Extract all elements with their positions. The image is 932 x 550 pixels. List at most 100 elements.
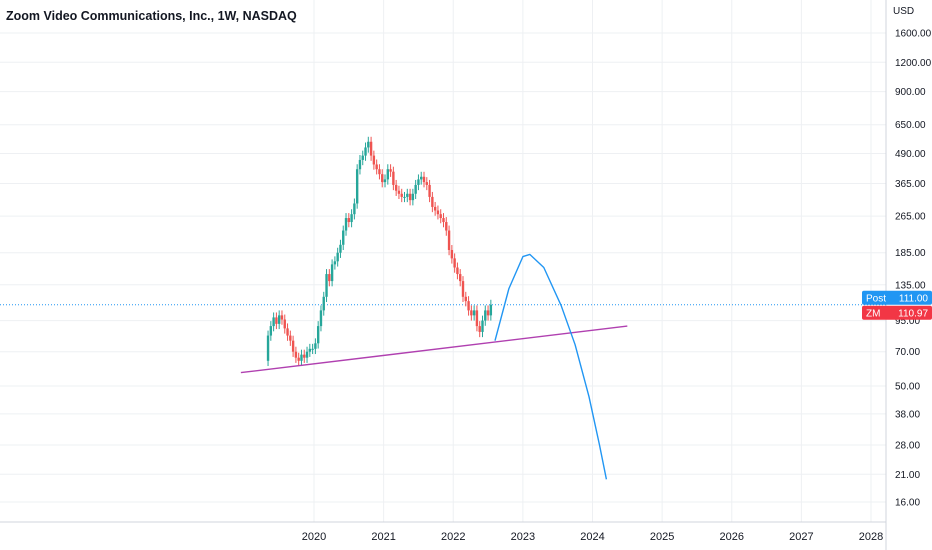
candle-body bbox=[484, 310, 487, 321]
candle-body bbox=[461, 281, 465, 297]
x-tick-label: 2022 bbox=[441, 531, 465, 543]
x-tick-label: 2020 bbox=[302, 531, 326, 543]
candle-body bbox=[311, 348, 314, 350]
candle-body bbox=[475, 310, 479, 327]
price-label-value: 111.00 bbox=[899, 294, 929, 305]
x-tick-label: 2021 bbox=[371, 531, 395, 543]
candle-body bbox=[439, 214, 442, 219]
projection-arc[interactable] bbox=[494, 253, 608, 480]
candle-body bbox=[280, 315, 284, 320]
x-tick-label: 2027 bbox=[789, 531, 813, 543]
candle-body bbox=[406, 193, 409, 197]
candle-body bbox=[453, 258, 456, 268]
candle-body bbox=[481, 320, 484, 332]
candle-body bbox=[456, 267, 459, 275]
y-tick-label: 650.00 bbox=[895, 120, 926, 131]
candle-body bbox=[422, 176, 426, 183]
candle-body bbox=[431, 196, 434, 207]
candle-body bbox=[381, 174, 384, 183]
y-tick-label: 1200.00 bbox=[895, 58, 932, 69]
candle-body bbox=[339, 244, 342, 253]
candle-body bbox=[433, 206, 437, 211]
candle-body bbox=[470, 310, 473, 316]
price-label-name: ZM bbox=[866, 309, 880, 320]
candle-body bbox=[403, 196, 406, 198]
candle-body bbox=[378, 169, 381, 175]
candle-body bbox=[325, 274, 328, 297]
candle-body bbox=[489, 304, 493, 316]
candle-body bbox=[400, 193, 403, 197]
candle-body bbox=[314, 343, 317, 349]
price-label-badge bbox=[862, 305, 932, 320]
candle-body bbox=[266, 335, 270, 361]
y-tick-label: 1600.00 bbox=[895, 29, 932, 40]
y-tick-label: 900.00 bbox=[895, 87, 926, 98]
y-tick-label: 50.00 bbox=[895, 381, 920, 392]
candle-body bbox=[386, 169, 390, 180]
candle-body bbox=[420, 176, 423, 180]
candle-body bbox=[350, 214, 353, 223]
x-tick-label: 2024 bbox=[580, 531, 604, 543]
currency-label: USD bbox=[893, 6, 915, 17]
candle-body bbox=[442, 218, 445, 223]
candle-body bbox=[414, 184, 417, 194]
candle-body bbox=[342, 230, 345, 245]
candle-body bbox=[408, 193, 412, 201]
candle-body bbox=[275, 317, 278, 324]
candle-body bbox=[358, 159, 362, 170]
candle-body bbox=[353, 203, 356, 215]
price-label-name: Post bbox=[866, 294, 886, 305]
candle-body bbox=[445, 222, 448, 231]
candle-body bbox=[319, 310, 323, 327]
y-tick-label: 365.00 bbox=[895, 179, 926, 190]
candle-body bbox=[283, 319, 286, 329]
candle-body bbox=[411, 193, 415, 201]
candle-body bbox=[347, 218, 351, 223]
candle-body bbox=[397, 190, 401, 194]
price-label-value: 110.97 bbox=[898, 309, 928, 320]
x-tick-label: 2028 bbox=[859, 531, 883, 543]
candle-body bbox=[294, 351, 298, 358]
y-tick-label: 135.00 bbox=[895, 280, 926, 291]
y-tick-label: 95.00 bbox=[895, 316, 920, 327]
y-tick-label: 265.00 bbox=[895, 212, 926, 223]
candle-body bbox=[289, 335, 292, 341]
time-axis[interactable]: 2020 2021 2022 2023 2024 2025 2026 2027 2028 bbox=[302, 531, 883, 543]
candle-body bbox=[428, 184, 431, 197]
drawings bbox=[240, 253, 628, 480]
candle-body bbox=[369, 141, 373, 156]
candle-body bbox=[272, 317, 275, 327]
candle-body bbox=[333, 261, 337, 265]
candle-body bbox=[277, 315, 281, 324]
candle-body bbox=[328, 274, 331, 282]
chart-title: Zoom Video Communications, Inc., 1W, NAS… bbox=[6, 9, 297, 23]
price-label-badge bbox=[862, 290, 932, 305]
candle-body bbox=[447, 230, 451, 250]
price-axis[interactable]: 16.00 21.00 28.00 38.00 50.00 70.00 95.00 135.0… bbox=[895, 29, 932, 509]
candle-body bbox=[436, 210, 440, 215]
candle-body bbox=[467, 301, 470, 311]
candle-body bbox=[375, 164, 378, 170]
candle-body bbox=[464, 296, 467, 302]
price-labels: Post 111.00 ZM 110.97 bbox=[862, 290, 932, 320]
candle-body bbox=[300, 354, 303, 361]
candle-body bbox=[297, 357, 300, 361]
candle-body bbox=[305, 351, 309, 358]
support-trendline[interactable] bbox=[240, 325, 628, 374]
y-tick-label: 38.00 bbox=[895, 409, 920, 420]
candlesticks bbox=[266, 136, 493, 367]
candle-body bbox=[355, 169, 359, 204]
candle-body bbox=[459, 274, 462, 282]
candle-body bbox=[372, 155, 376, 165]
candle-body bbox=[286, 328, 289, 336]
grid-lines bbox=[0, 0, 886, 522]
candle-body bbox=[417, 179, 420, 185]
candle-body bbox=[291, 340, 295, 352]
y-tick-label: 185.00 bbox=[895, 248, 926, 259]
candle-body bbox=[472, 310, 476, 316]
y-tick-label: 70.00 bbox=[895, 347, 920, 358]
candle-body bbox=[367, 141, 370, 148]
y-tick-label: 21.00 bbox=[895, 470, 920, 481]
candle-body bbox=[316, 326, 320, 344]
